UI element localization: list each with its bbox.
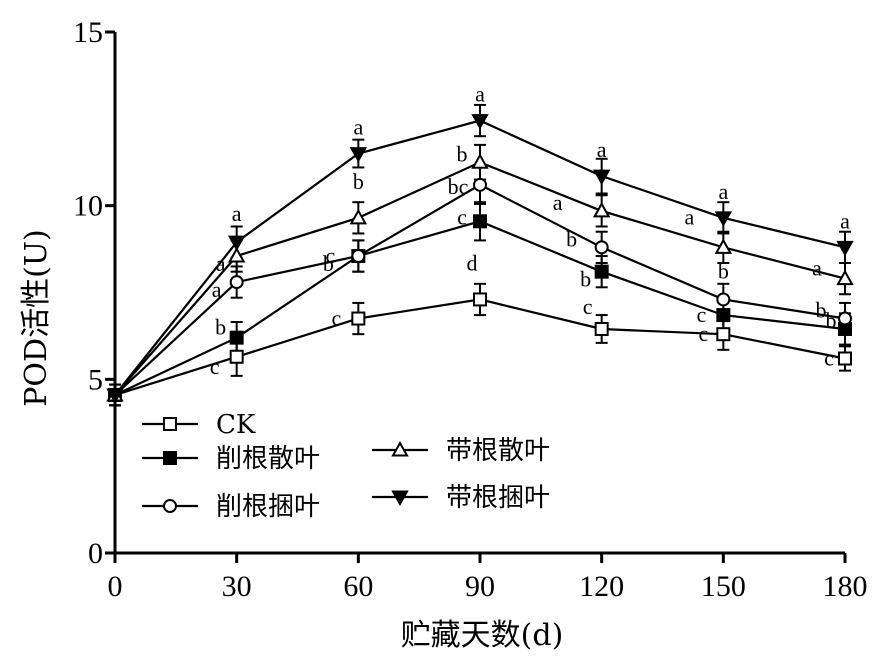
significance-letter: c <box>210 354 220 379</box>
data-point-ck <box>229 349 244 364</box>
data-point-ck <box>716 327 731 342</box>
axes: 0 30 60 90 120 150 180 0 5 10 15 <box>73 16 868 603</box>
data-point-ck <box>594 321 609 336</box>
y-tick-label: 15 <box>73 16 103 49</box>
significance-letter: bc <box>448 174 469 199</box>
y-tick-label: 5 <box>88 363 103 396</box>
significance-letter: c <box>457 204 467 229</box>
x-tick-label: 0 <box>108 570 123 603</box>
data-point-series-4 <box>227 246 246 263</box>
data-point-ck <box>838 351 852 366</box>
legend-item-series-4: 带根散叶 <box>372 436 550 466</box>
y-axis-title: POD活性(U) <box>19 229 54 407</box>
x-tick-label: 120 <box>579 570 624 603</box>
data-point-series-4 <box>836 269 854 286</box>
significance-letter: c <box>325 243 335 268</box>
significance-letter: b <box>580 267 591 292</box>
legend-marker-series-3 <box>163 499 177 513</box>
data-point-series-4 <box>714 238 733 254</box>
legend-marker-ck <box>163 417 177 431</box>
significance-letter: c <box>583 294 593 319</box>
data-point-ck <box>351 311 366 326</box>
significance-letter: a <box>553 190 563 215</box>
significance-letter: c <box>698 321 708 346</box>
data-point-series-2 <box>229 330 244 345</box>
data-point-series-4 <box>592 201 611 218</box>
legend-item-series-5: 带根捆叶 <box>372 483 550 513</box>
x-tick-label: 90 <box>465 570 495 603</box>
x-tick-label: 150 <box>701 570 746 603</box>
significance-letter: b <box>323 251 334 276</box>
significance-letter: a <box>353 115 363 140</box>
data-point-series-3 <box>594 240 609 255</box>
significance-letter: a <box>718 179 728 204</box>
significance-letter: c <box>331 306 341 331</box>
data-point-series-5 <box>227 235 246 252</box>
significance-letter: b <box>566 226 577 251</box>
data-point-series-5 <box>471 114 489 130</box>
significance-letter: a <box>475 82 485 107</box>
data-point-series-5 <box>836 240 854 257</box>
y-tick-label: 0 <box>88 537 103 570</box>
data-point-series-4 <box>349 208 368 225</box>
legend-item-series-2: 削根散叶 <box>142 444 320 474</box>
data-point-series-3 <box>351 249 366 264</box>
significance-letter: a <box>216 251 226 276</box>
data-point-series-5 <box>349 147 368 163</box>
x-tick-label: 60 <box>343 570 373 603</box>
legend-item-series-3: 削根捆叶 <box>142 492 320 522</box>
legend-item-ck: CK <box>142 410 256 440</box>
legend-label: 削根捆叶 <box>216 492 320 522</box>
significance-letter: a <box>232 201 242 226</box>
data-point-series-5 <box>106 388 124 405</box>
significance-letter: b <box>826 308 837 333</box>
markers <box>106 114 854 405</box>
legend-marker-series-2 <box>163 451 177 465</box>
y-tick-label: 10 <box>73 190 103 223</box>
data-point-series-3 <box>229 275 244 290</box>
significance-letter: a <box>684 204 694 229</box>
legend-label: 带根散叶 <box>446 436 550 466</box>
data-point-series-3 <box>838 311 852 326</box>
x-tick-label: 180 <box>823 570 868 603</box>
significance-letter: a <box>212 277 222 302</box>
significance-letter: b <box>457 141 468 166</box>
data-point-series-2 <box>473 214 487 229</box>
legend-label: 削根散叶 <box>216 444 320 474</box>
significance-letter: b <box>816 298 827 323</box>
significance-letter: a <box>840 208 850 233</box>
data-point-series-3 <box>716 292 731 307</box>
legend-label: 带根捆叶 <box>446 483 550 513</box>
legend-marker-series-4 <box>391 440 409 457</box>
data-point-series-4 <box>471 153 489 169</box>
x-tick-label: 30 <box>222 570 252 603</box>
data-point-series-5 <box>592 169 611 186</box>
data-point-series-2 <box>594 264 609 279</box>
x-axis-title: 贮藏天数(d) <box>401 618 564 653</box>
significance-letter: d <box>467 250 478 275</box>
significance-letter: b <box>718 258 729 283</box>
legend-label: CK <box>216 410 256 440</box>
data-point-series-3 <box>473 177 487 192</box>
significance-letter: c <box>696 302 706 327</box>
significance-letter: b <box>353 169 364 194</box>
data-point-ck <box>473 292 487 307</box>
significance-letter: a <box>812 256 822 281</box>
significance-letter: a <box>597 137 607 162</box>
significance-letter: b <box>215 315 226 340</box>
data-point-series-2 <box>716 308 731 323</box>
data-point-series-5 <box>714 211 733 227</box>
legend-marker-series-5 <box>391 490 409 507</box>
significance-letter: c <box>824 345 834 370</box>
